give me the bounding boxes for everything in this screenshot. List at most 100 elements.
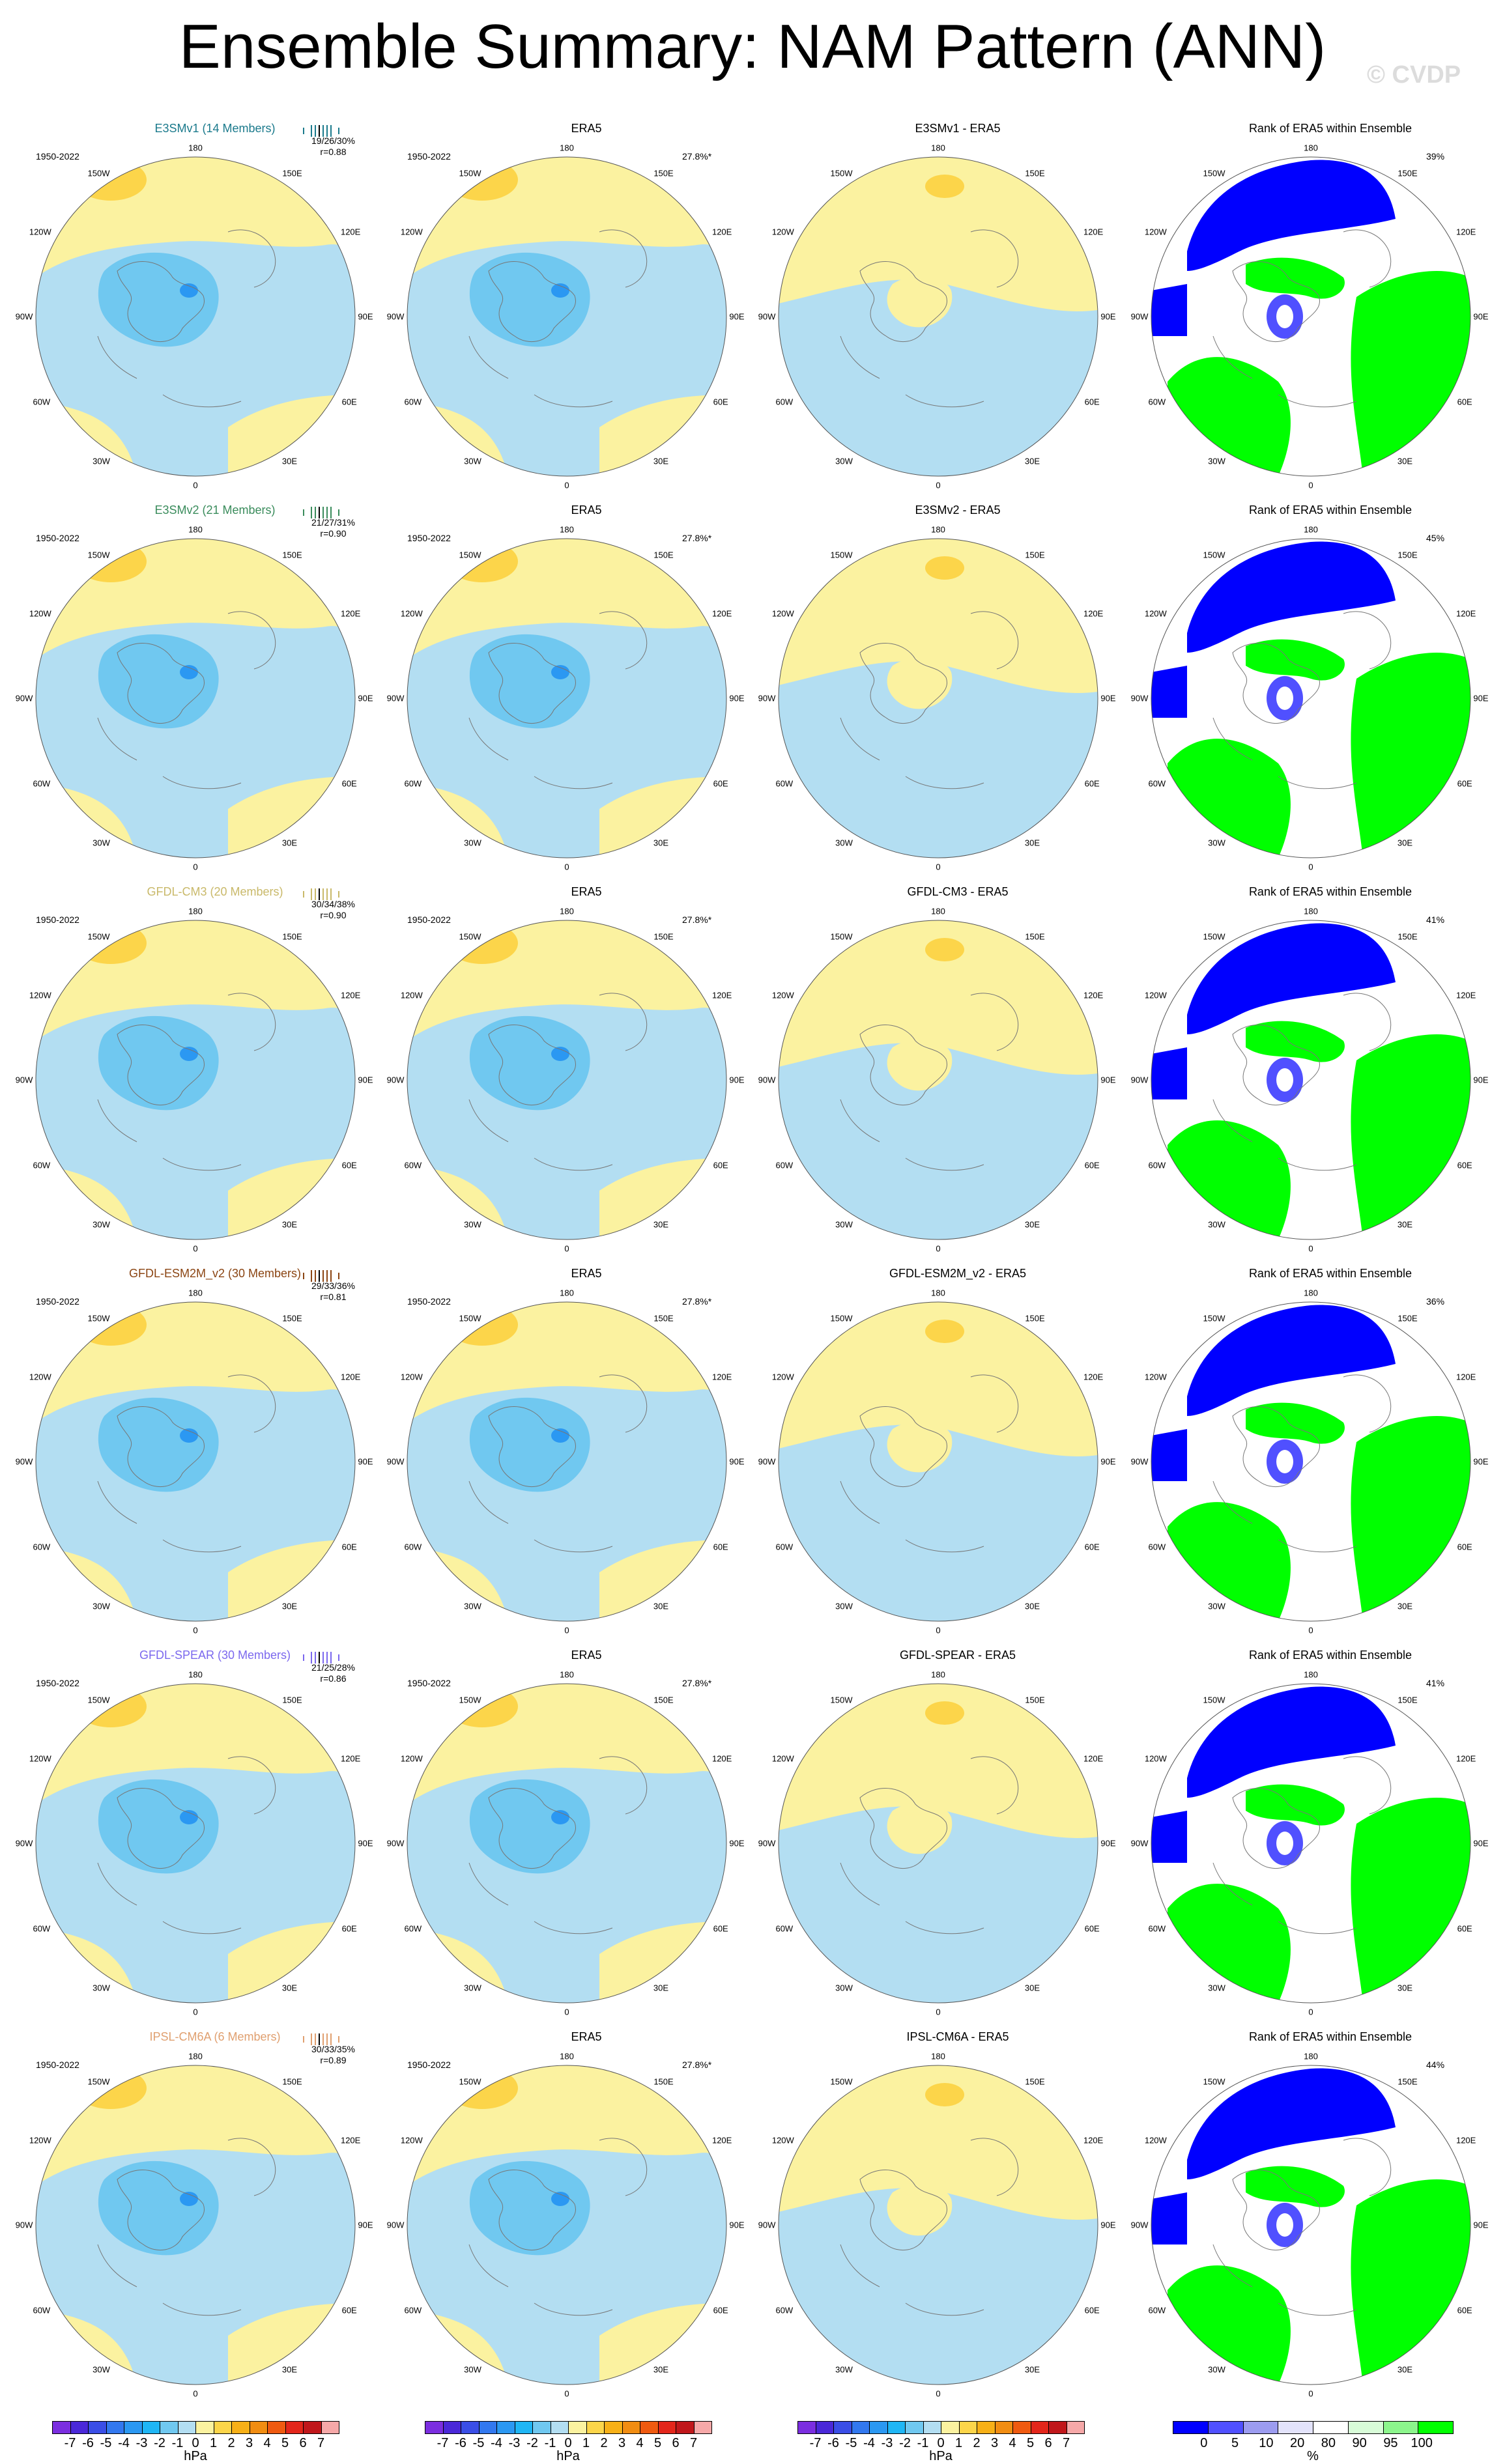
lon-label-ne2: 120E <box>1083 227 1104 236</box>
lon-label-nw1: 150W <box>830 168 853 178</box>
panel-title: Rank of ERA5 within Ensemble <box>1248 122 1412 135</box>
lon-label-nw2: 120W <box>771 990 794 1000</box>
colorbar-tick: 1 <box>582 2436 590 2450</box>
colorbar-swatch <box>815 2421 834 2434</box>
lon-label-s: 0 <box>564 2007 569 2017</box>
diff-panel-0: E3SMv1 - ERA5 180 0 90E 90W 150E 120E 60E 30E 150… <box>758 121 1140 502</box>
spread-pct: 19/26/30% <box>311 135 355 146</box>
lon-label-ne1: 150E <box>1398 1695 1418 1705</box>
diff-panel-1: E3SMv2 - ERA5 180 0 90E 90W 150E 120E 60E 30E 150… <box>758 503 1140 883</box>
pattern-corr: r=0.88 <box>320 147 347 157</box>
lon-label-nw1: 150W <box>830 2076 853 2087</box>
lon-label-s: 0 <box>936 1243 941 1254</box>
lon-label-se1: 60E <box>1457 1542 1472 1551</box>
lon-label-se2: 30E <box>1024 1983 1040 1993</box>
colorbar-unit: hPa <box>556 2449 580 2463</box>
lon-label-ne1: 150E <box>653 1695 674 1705</box>
panel-title: GFDL-SPEAR - ERA5 <box>899 1649 1016 1662</box>
lon-label-nw2: 120W <box>1144 2135 1167 2145</box>
colorbar-swatch <box>213 2421 232 2434</box>
lon-label-w: 90W <box>758 1838 776 1848</box>
colorbar-obs <box>425 2421 712 2435</box>
rank-panel-4: Rank of ERA5 within Ensemble 41% 180 0 90E 90… <box>1131 1648 1505 2028</box>
colorbar-swatch <box>1418 2421 1454 2434</box>
colorbar-swatch <box>195 2421 214 2434</box>
panel-title: Rank of ERA5 within Ensemble <box>1248 2030 1412 2043</box>
lon-label-nw2: 120W <box>29 1753 51 1763</box>
anomaly-map <box>778 156 1098 477</box>
lon-label-sw1: 60W <box>33 2305 51 2315</box>
anomaly-map <box>778 920 1098 1240</box>
lon-label-s: 0 <box>936 862 941 872</box>
colorbar-swatch <box>532 2421 551 2434</box>
colorbar-tick: -3 <box>136 2436 148 2450</box>
lon-label-ne2: 120E <box>340 2135 361 2145</box>
lon-label-n: 180 <box>931 2051 945 2061</box>
lon-label-w: 90W <box>1130 2220 1149 2230</box>
lon-label-w: 90W <box>15 1838 33 1848</box>
lon-label-sw2: 30W <box>464 1983 481 1993</box>
lon-label-sw1: 60W <box>404 1542 422 1551</box>
colorbar-tick: 2 <box>600 2436 608 2450</box>
colorbar-swatch <box>833 2421 852 2434</box>
lon-label-sw1: 60W <box>33 1160 51 1170</box>
lon-label-n: 180 <box>560 1288 574 1298</box>
colorbar-swatch <box>1242 2421 1279 2434</box>
lon-label-ne2: 120E <box>1455 990 1476 1000</box>
rank-pct: 36% <box>1426 1296 1445 1307</box>
period-label: 1950-2022 <box>407 533 451 543</box>
colorbar-swatch <box>106 2421 124 2434</box>
lon-label-e: 90E <box>358 1456 373 1467</box>
lon-label-e: 90E <box>1473 1075 1489 1085</box>
lon-label-se2: 30E <box>281 1219 298 1230</box>
colorbar-swatch <box>568 2421 587 2434</box>
colorbar-swatch <box>1207 2421 1244 2434</box>
lon-label-nw1: 150W <box>459 1695 481 1705</box>
lon-label-ne2: 120E <box>340 990 361 1000</box>
obs-variance-pct: 27.8%* <box>682 151 712 162</box>
lon-label-n: 180 <box>1304 143 1318 153</box>
colorbar-tick: -4 <box>118 2436 130 2450</box>
lon-label-sw1: 60W <box>404 1923 422 1933</box>
lon-label-nw1: 150W <box>1203 2076 1226 2087</box>
colorbar-swatch <box>442 2421 461 2434</box>
lon-label-w: 90W <box>1130 1838 1149 1848</box>
anomaly-map <box>778 2065 1098 2385</box>
colorbar-swatch <box>851 2421 870 2434</box>
period-label: 1950-2022 <box>36 1678 79 1688</box>
lon-label-s: 0 <box>936 1625 941 1636</box>
colorbar-tick: 20 <box>1289 2436 1305 2450</box>
lon-label-se1: 60E <box>1457 778 1472 788</box>
lon-label-sw1: 60W <box>33 397 51 406</box>
colorbar-swatch <box>70 2421 89 2434</box>
lon-label-se2: 30E <box>1024 1219 1040 1230</box>
period-label: 1950-2022 <box>407 1296 451 1307</box>
lon-label-w: 90W <box>386 311 405 322</box>
lon-label-se2: 30E <box>1397 1601 1413 1611</box>
colorbar-swatch <box>977 2421 996 2434</box>
anomaly-map <box>778 538 1098 858</box>
period-label: 1950-2022 <box>36 151 79 162</box>
colorbar-unit: % <box>1307 2449 1319 2463</box>
lon-label-sw2: 30W <box>93 2364 110 2375</box>
lon-label-n: 180 <box>931 1669 945 1680</box>
lon-label-sw2: 30W <box>93 1219 110 1230</box>
lon-label-ne2: 120E <box>711 1753 732 1763</box>
lon-label-nw2: 120W <box>400 990 423 1000</box>
colorbar-swatch <box>693 2421 712 2434</box>
rank-panel-2: Rank of ERA5 within Ensemble 41% 180 0 90E 90… <box>1131 885 1505 1265</box>
lon-label-sw1: 60W <box>1148 397 1166 406</box>
pattern-corr: r=0.90 <box>320 910 347 920</box>
anomaly-map <box>778 1683 1098 2004</box>
lon-label-se1: 60E <box>713 778 728 788</box>
lon-label-e: 90E <box>1100 1456 1116 1467</box>
lon-label-sw1: 60W <box>775 1923 794 1933</box>
colorbar-rank <box>1173 2421 1454 2435</box>
lon-label-n: 180 <box>560 2051 574 2061</box>
lon-label-e: 90E <box>729 1456 745 1467</box>
lon-label-ne1: 150E <box>1025 931 1045 942</box>
lon-label-se1: 60E <box>1084 397 1100 406</box>
lon-label-sw2: 30W <box>464 1219 481 1230</box>
lon-label-n: 180 <box>560 524 574 535</box>
colorbar-tick: 7 <box>317 2436 325 2450</box>
